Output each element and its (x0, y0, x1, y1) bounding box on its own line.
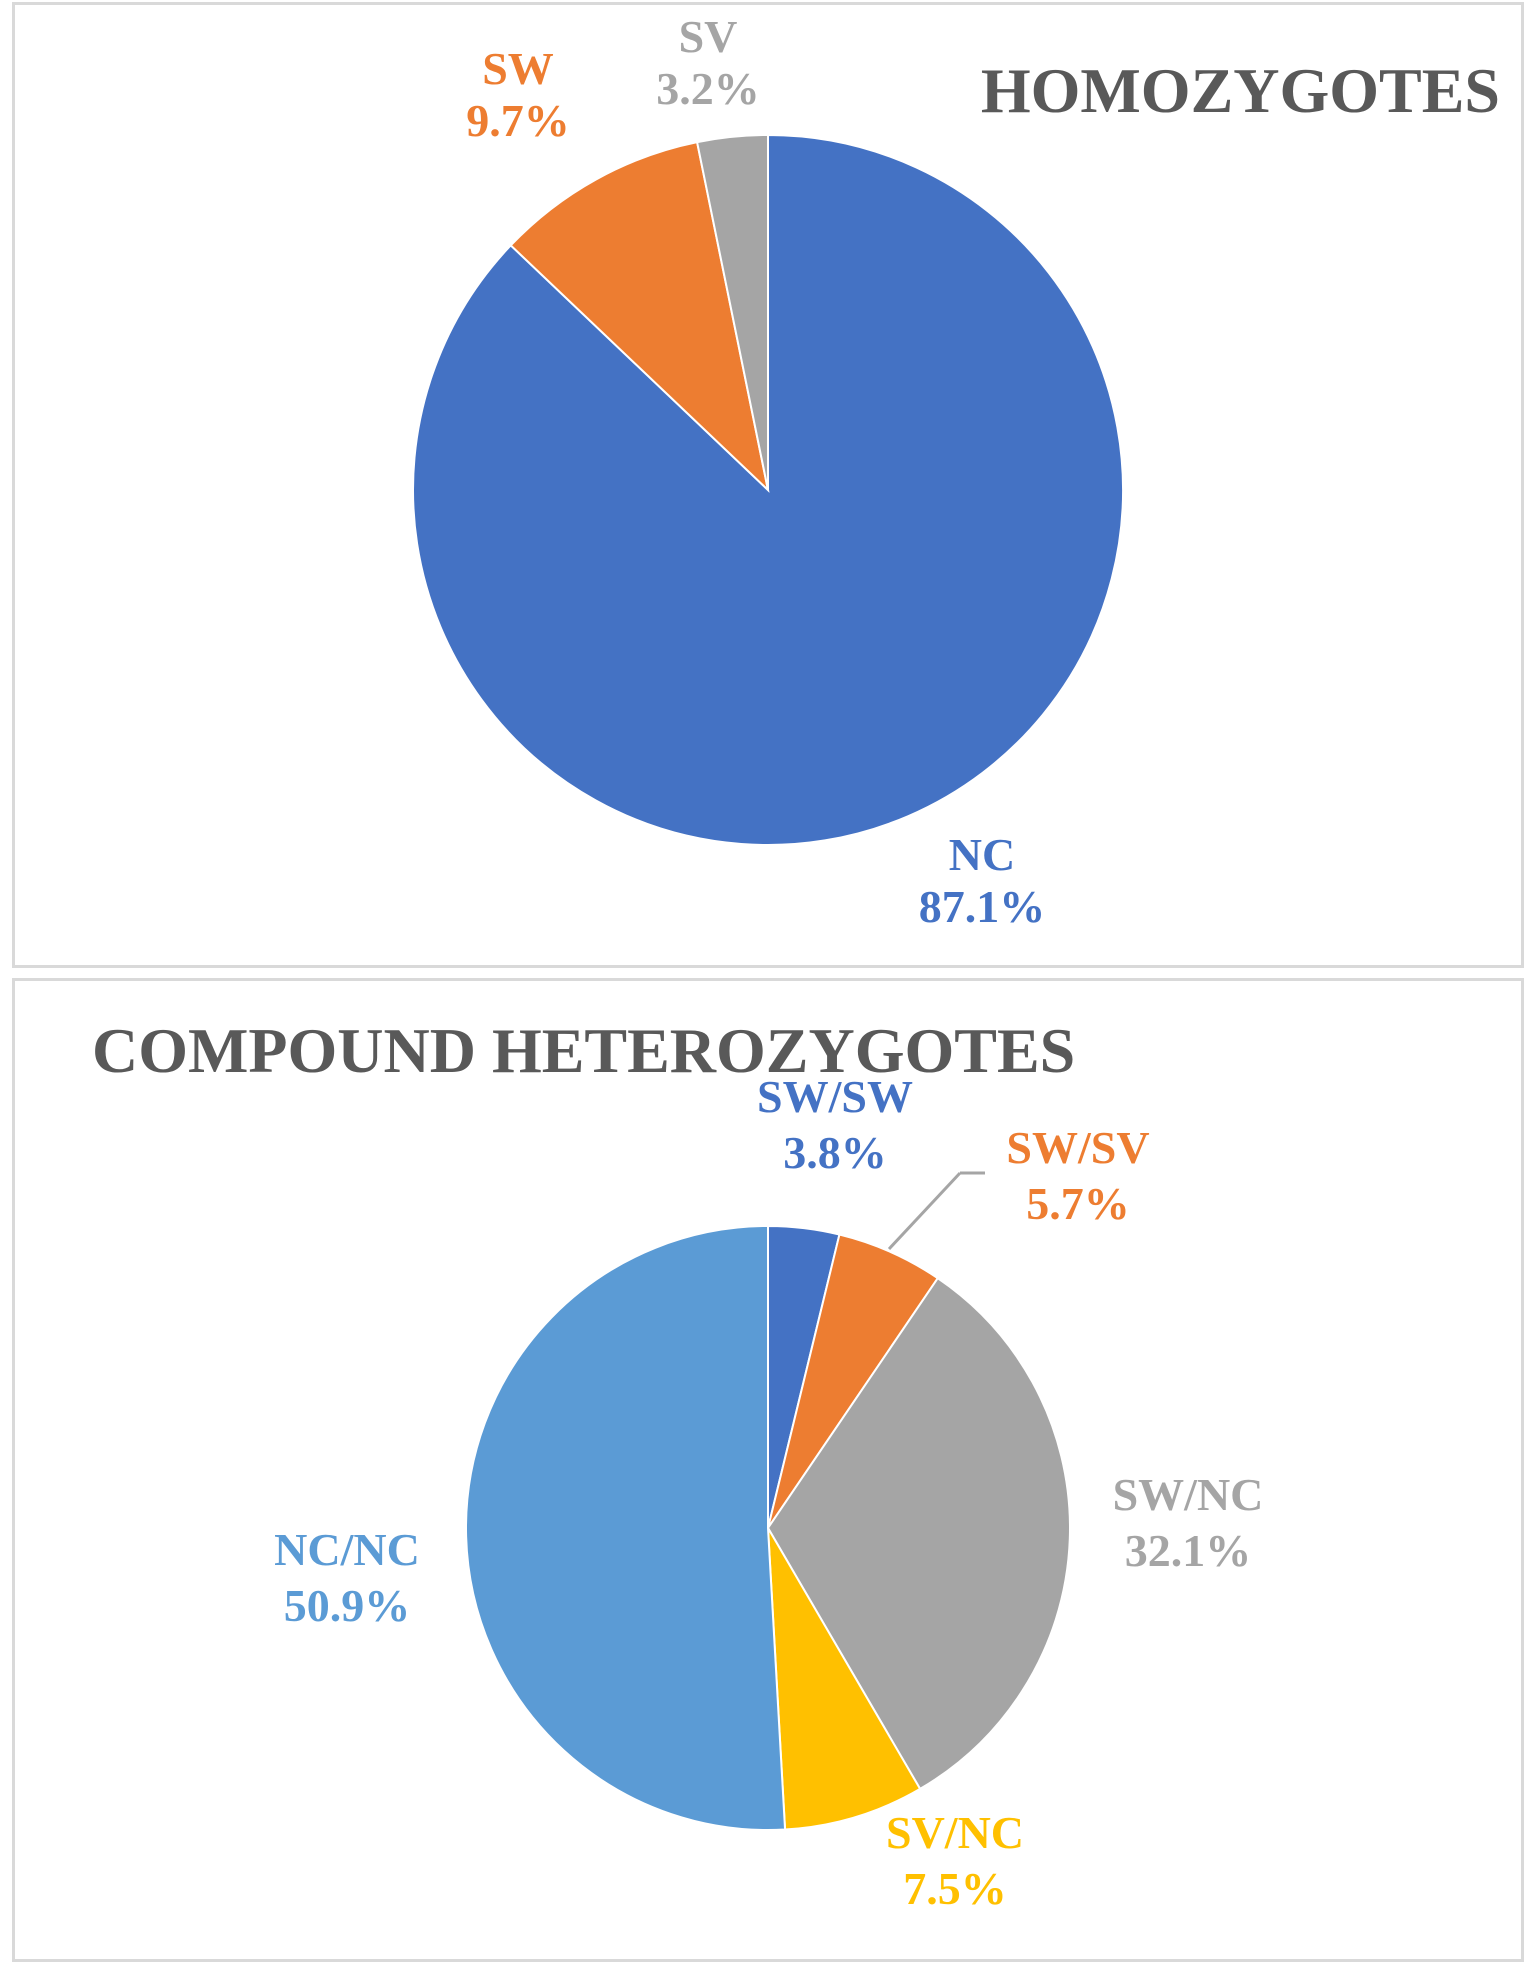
slice-value-sw-sv: 5.7% (1026, 1178, 1130, 1229)
slice-label-sw-nc: SW/NC (1113, 1469, 1264, 1520)
compound-heterozygotes-title: COMPOUND HETEROZYGOTES (92, 1015, 1075, 1086)
slice-label-sw: SW (482, 43, 554, 94)
slice-label-sv-nc: SV/NC (886, 1807, 1024, 1858)
homozygotes-pie (412, 133, 1124, 846)
pie-slice-sv-nc (767, 1527, 922, 1831)
homozygotes-title: HOMOZYGOTES (981, 55, 1500, 126)
slice-value-nc: 87.1% (919, 881, 1046, 932)
pie-slice-sw (509, 140, 770, 493)
slice-value-sv: 3.2% (656, 63, 760, 114)
pie-slice-sv (695, 133, 769, 491)
slice-value-sv-nc: 7.5% (903, 1863, 1007, 1914)
pie-slice-sw-nc (766, 1276, 1071, 1791)
slice-label-nc: NC (949, 829, 1015, 880)
sw-sv-leader-line (887, 1171, 962, 1251)
pie-slice-nc-nc (465, 1224, 787, 1831)
slice-value-nc-nc: 50.9% (284, 1580, 411, 1631)
compound-heterozygotes-pie (465, 1224, 1071, 1831)
slice-label-nc-nc: NC/NC (274, 1524, 420, 1575)
slice-value-sw-sw: 3.8% (783, 1127, 887, 1178)
slice-value-sw: 9.7% (466, 95, 570, 146)
slice-label-sv: SV (679, 11, 738, 62)
slice-value-sw-nc: 32.1% (1125, 1525, 1252, 1576)
slice-label-sw-sw: SW/SW (757, 1071, 913, 1122)
slice-label-sw-sv: SW/SV (1006, 1122, 1149, 1173)
